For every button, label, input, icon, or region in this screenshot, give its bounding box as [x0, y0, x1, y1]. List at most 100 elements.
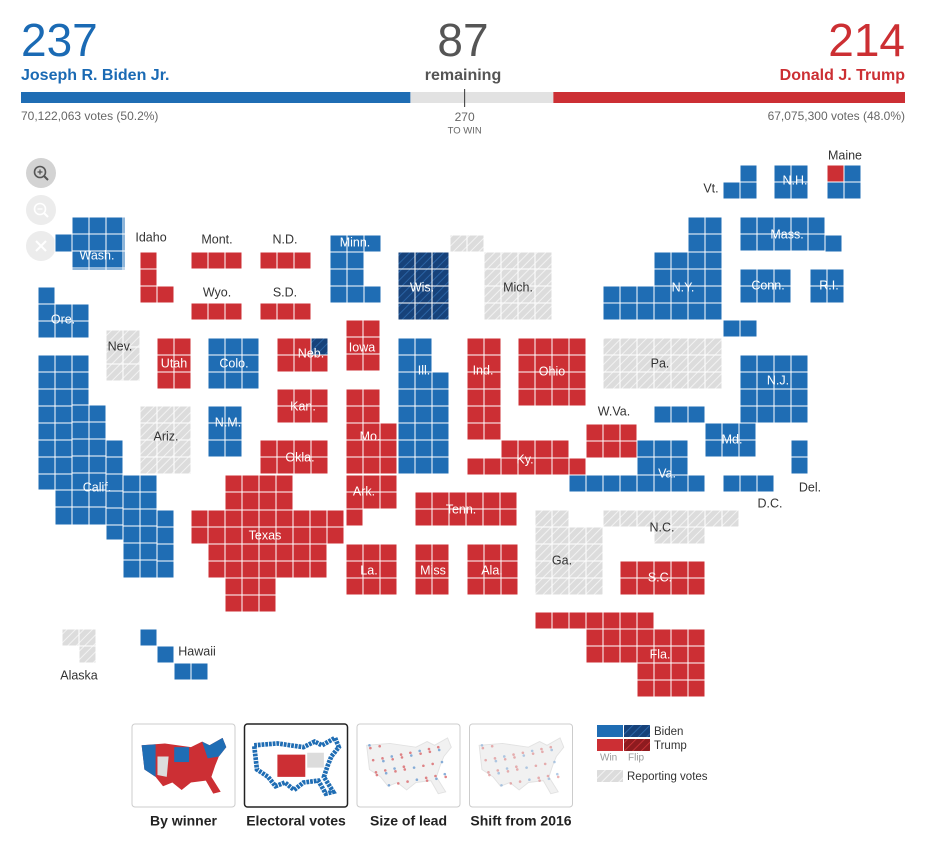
state[interactable]: Idaho — [135, 230, 175, 304]
tile-grid — [71, 216, 126, 271]
view-label: Size of lead — [370, 813, 447, 829]
state[interactable]: R.I. — [809, 268, 845, 304]
view-option[interactable]: Size of lead — [356, 723, 461, 829]
tile-grid — [585, 423, 638, 459]
state[interactable]: Iowa — [345, 319, 381, 372]
view-option[interactable]: Shift from 2016 — [469, 723, 573, 829]
state[interactable]: Ky. — [466, 439, 587, 476]
tile-grid — [259, 439, 329, 475]
state[interactable]: W.Va. — [585, 404, 638, 459]
view-option[interactable]: Electoral votes — [243, 723, 349, 829]
state[interactable]: Vt. — [703, 164, 758, 200]
tile-grid — [190, 509, 345, 545]
thumb-dot — [378, 744, 381, 748]
state[interactable]: Colo. — [207, 337, 260, 390]
tile-grid — [568, 474, 706, 493]
tile-grid — [568, 526, 604, 596]
state-label: W.Va. — [598, 404, 630, 418]
state[interactable]: Mich. — [449, 234, 553, 321]
state-label: Ind. — [473, 363, 494, 377]
view-option[interactable]: By winner — [131, 723, 236, 829]
state[interactable]: Del. — [790, 439, 821, 494]
state-label: S.C. — [648, 570, 672, 584]
tile-grid — [687, 216, 723, 253]
tile-grid — [517, 337, 587, 407]
state[interactable]: N.Y. — [602, 216, 758, 338]
state[interactable]: Pa. — [602, 337, 723, 390]
state[interactable]: Neb. — [276, 337, 329, 373]
thumb-dot — [391, 757, 394, 761]
legend-swatch — [597, 725, 623, 737]
state[interactable]: Maine — [826, 148, 862, 200]
state[interactable]: Mont. — [190, 232, 243, 270]
tile-grid — [259, 302, 312, 321]
state[interactable]: Wis. — [397, 251, 450, 321]
thumb-dot — [550, 748, 553, 752]
state-label: Iowa — [349, 340, 375, 354]
tile-grid — [207, 405, 243, 458]
tile-grid — [790, 439, 809, 475]
state-tiles — [208, 338, 259, 389]
state[interactable]: N.C. — [602, 509, 740, 545]
state[interactable]: Md. — [653, 405, 757, 458]
state[interactable]: Minn. — [329, 234, 382, 304]
thumb-dot — [512, 753, 515, 756]
state[interactable]: Va. — [568, 439, 706, 493]
state[interactable]: Ohio — [517, 337, 587, 407]
state[interactable]: N.D. — [259, 232, 312, 270]
state[interactable]: Ala. — [466, 543, 519, 596]
state[interactable]: Ark. — [345, 474, 398, 527]
state[interactable]: Ind. — [466, 337, 502, 441]
state[interactable]: Utah — [156, 337, 192, 390]
thumb-dot — [493, 757, 497, 760]
state[interactable]: Wash. — [54, 216, 126, 271]
thumb-dot — [515, 768, 519, 771]
state[interactable]: Nev. — [105, 329, 141, 382]
state[interactable]: Miss — [414, 543, 450, 596]
thumb-dot — [403, 768, 407, 771]
state[interactable]: Texas — [190, 474, 345, 613]
thumb-dot — [422, 764, 425, 768]
state[interactable]: N.H. — [773, 164, 809, 200]
state[interactable]: Wyo. — [190, 285, 243, 321]
state-tiles — [106, 440, 123, 540]
state[interactable]: N.J. — [739, 354, 809, 424]
state[interactable]: Ariz. — [139, 405, 192, 475]
state-tiles — [260, 303, 311, 320]
state[interactable]: Ill. — [397, 337, 450, 475]
zoom-out-button[interactable] — [26, 195, 56, 225]
state[interactable]: D.C. — [722, 474, 783, 510]
state[interactable]: Ore. — [37, 286, 90, 339]
tile-grid — [619, 560, 706, 596]
thumb-dot — [530, 749, 534, 753]
state[interactable]: Tenn. — [414, 491, 518, 527]
state[interactable]: Fla. — [534, 611, 706, 698]
state[interactable]: N.M. — [207, 405, 243, 458]
state[interactable]: La. — [345, 543, 398, 596]
state-label: Wash. — [80, 248, 115, 262]
state[interactable]: Conn. — [739, 268, 792, 304]
header: 237 Joseph R. Biden Jr. 87 remaining 214… — [21, 14, 905, 137]
thumb-dot — [488, 773, 491, 777]
state[interactable]: Alaska — [60, 628, 98, 682]
state[interactable]: S.C. — [619, 560, 706, 596]
thumb-dot — [375, 773, 379, 777]
state-label: Ill. — [418, 363, 431, 377]
thumb-dot — [531, 752, 535, 755]
state[interactable]: Ga. — [534, 509, 604, 596]
state[interactable]: Kan. — [276, 388, 329, 424]
zoom-in-button[interactable] — [26, 158, 56, 188]
reset-button[interactable] — [26, 231, 56, 261]
thumb-dot — [541, 750, 544, 754]
state[interactable]: Mo. — [345, 388, 398, 475]
state[interactable]: Calif. — [37, 354, 175, 579]
state[interactable]: Mass. — [739, 216, 843, 253]
thumb-dot — [369, 746, 372, 750]
state[interactable]: Okla. — [259, 439, 329, 475]
state-label: Idaho — [135, 230, 166, 244]
thumb-dot — [443, 772, 447, 776]
state[interactable]: Hawaii — [139, 628, 216, 681]
state-tiles — [535, 612, 654, 629]
state[interactable]: S.D. — [259, 285, 312, 321]
